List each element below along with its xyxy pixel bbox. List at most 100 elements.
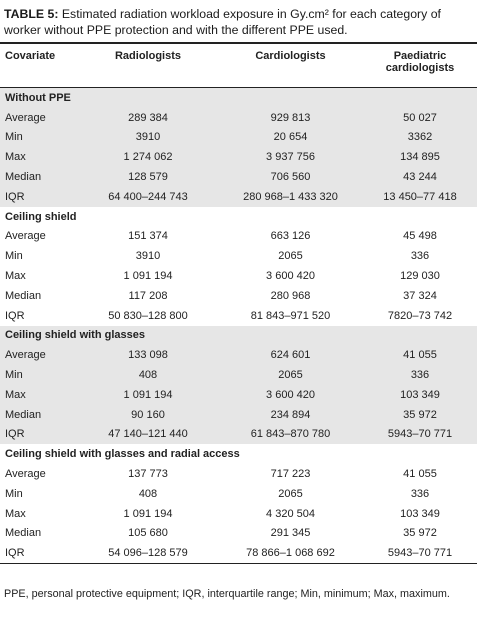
data-row: Min 3910 2065 336 — [0, 246, 477, 266]
cell: 5943–70 771 — [387, 428, 453, 441]
data-row: IQR 50 830–128 800 81 843–971 520 7820–73 7… — [0, 306, 477, 326]
data-row: Min 3910 20 654 3362 — [0, 128, 477, 148]
cell: 50 027 — [403, 111, 437, 124]
cell: 35 972 — [403, 527, 437, 540]
row-label: Min — [5, 369, 23, 382]
cell: 41 055 — [403, 468, 437, 481]
cell: 54 096–128 579 — [108, 547, 188, 560]
cell: 234 894 — [270, 408, 311, 421]
cell: 3362 — [407, 131, 433, 144]
data-row: Max 1 091 194 4 320 504 103 349 — [0, 504, 477, 524]
row-label: Average — [5, 468, 46, 481]
row-label: IQR — [5, 190, 25, 203]
cell: 43 244 — [403, 171, 437, 184]
data-row: IQR 47 140–121 440 61 843–870 780 5943–70 7… — [0, 425, 477, 445]
cell: 61 843–870 780 — [250, 428, 331, 441]
data-row: Max 1 274 062 3 937 756 134 895 — [0, 147, 477, 167]
caption-label: TABLE 5: — [4, 7, 59, 21]
cell: 717 223 — [270, 468, 311, 481]
row-label: Max — [5, 388, 26, 401]
row-label: Max — [5, 151, 26, 164]
cell: 103 349 — [400, 507, 440, 520]
column-header: Cardiologists — [255, 50, 326, 62]
cell: 41 055 — [403, 349, 437, 362]
cell: 7820–73 742 — [387, 309, 453, 322]
column-header: Radiologists — [114, 50, 181, 62]
cell: 117 208 — [128, 289, 168, 302]
cell: 129 030 — [400, 270, 440, 283]
cell: 3910 — [135, 131, 161, 144]
cell: 1 274 062 — [123, 151, 173, 164]
row-label: IQR — [5, 428, 25, 441]
cell: 20 654 — [273, 131, 308, 144]
cell: 1 091 194 — [123, 388, 173, 401]
cell: 35 972 — [403, 408, 437, 421]
cell: 2065 — [278, 369, 303, 382]
cell: 13 450–77 418 — [383, 190, 457, 203]
cell: 128 579 — [128, 171, 168, 184]
data-row: Median 90 160 234 894 35 972 — [0, 405, 477, 425]
table-section: Ceiling shield with glasses and radial a… — [0, 444, 477, 564]
cell: 3 600 420 — [266, 270, 315, 283]
data-row: Average 137 773 717 223 41 055 — [0, 464, 477, 484]
row-label: Median — [5, 289, 42, 302]
row-label: Average — [5, 349, 46, 362]
table-section: Ceiling shield with glasses Average 133 09… — [0, 325, 477, 445]
cell: 103 349 — [400, 388, 440, 401]
data-row: Median 117 208 280 968 37 324 — [0, 286, 477, 306]
data-row: Min 408 2065 336 — [0, 365, 477, 385]
data-row: Average 133 098 624 601 41 055 — [0, 345, 477, 365]
row-label: Median — [5, 527, 42, 540]
caption-text: Estimated radiation workload exposure in… — [4, 7, 441, 37]
data-row: Median 128 579 706 560 43 244 — [0, 167, 477, 187]
row-label: Min — [5, 131, 23, 144]
cell: 137 773 — [128, 468, 168, 481]
table-section: Ceiling shield Average 151 374 663 126 45 49… — [0, 207, 477, 326]
cell: 336 — [410, 487, 430, 500]
cell: 663 126 — [270, 230, 311, 243]
cell: 280 968–1 433 320 — [243, 190, 338, 203]
row-label: Median — [5, 171, 42, 184]
section-row: Ceiling shield with glasses and radial a… — [0, 444, 477, 464]
row-label: Min — [5, 250, 23, 263]
footnote: PPE, personal protective equipment; IQR,… — [4, 588, 450, 600]
cell: 624 601 — [270, 349, 311, 362]
section-title: Ceiling shield — [5, 210, 77, 223]
column-header: Covariate — [5, 50, 56, 62]
row-label: Average — [5, 111, 46, 124]
data-row: Average 151 374 663 126 45 498 — [0, 227, 477, 247]
data-row: IQR 54 096–128 579 78 866–1 068 692 5943–70… — [0, 543, 477, 563]
cell: 289 384 — [128, 111, 168, 124]
header-row: Covariate Radiologists Cardiologists Paedia… — [0, 43, 477, 88]
cell: 2065 — [278, 487, 303, 500]
section-title: Ceiling shield with glasses — [5, 329, 145, 342]
cell: 50 830–128 800 — [108, 309, 188, 322]
cell: 90 160 — [131, 408, 165, 421]
cell: 280 968 — [270, 289, 311, 302]
row-label: Max — [5, 507, 26, 520]
section-title: Ceiling shield with glasses and radial a… — [5, 448, 240, 461]
table-section: Without PPE Average 289 384 929 813 50 027 Mi… — [0, 87, 477, 207]
cell: 37 324 — [403, 289, 437, 302]
row-label: Min — [5, 487, 23, 500]
row-label: Median — [5, 408, 42, 421]
cell: 291 345 — [270, 527, 311, 540]
cell: 2065 — [278, 250, 303, 263]
cell: 81 843–971 520 — [250, 309, 331, 322]
cell: 134 895 — [400, 151, 440, 164]
cell: 5943–70 771 — [387, 547, 453, 560]
row-label: IQR — [5, 547, 25, 560]
cell: 3910 — [135, 250, 161, 263]
row-label: IQR — [5, 309, 25, 322]
cell: 45 498 — [403, 230, 437, 243]
table-header: Covariate Radiologists Cardiologists Paedia… — [0, 43, 477, 88]
data-row: Max 1 091 194 3 600 420 129 030 — [0, 266, 477, 286]
cell: 1 091 194 — [123, 270, 173, 283]
column-header: Paediatric cardiologists — [385, 50, 455, 74]
data-row: IQR 64 400–244 743 280 968–1 433 320 13 450… — [0, 187, 477, 207]
data-row: Max 1 091 194 3 600 420 103 349 — [0, 385, 477, 405]
cell: 78 866–1 068 692 — [246, 547, 335, 560]
cell: 408 — [138, 487, 158, 500]
cell: 4 320 504 — [266, 507, 315, 520]
